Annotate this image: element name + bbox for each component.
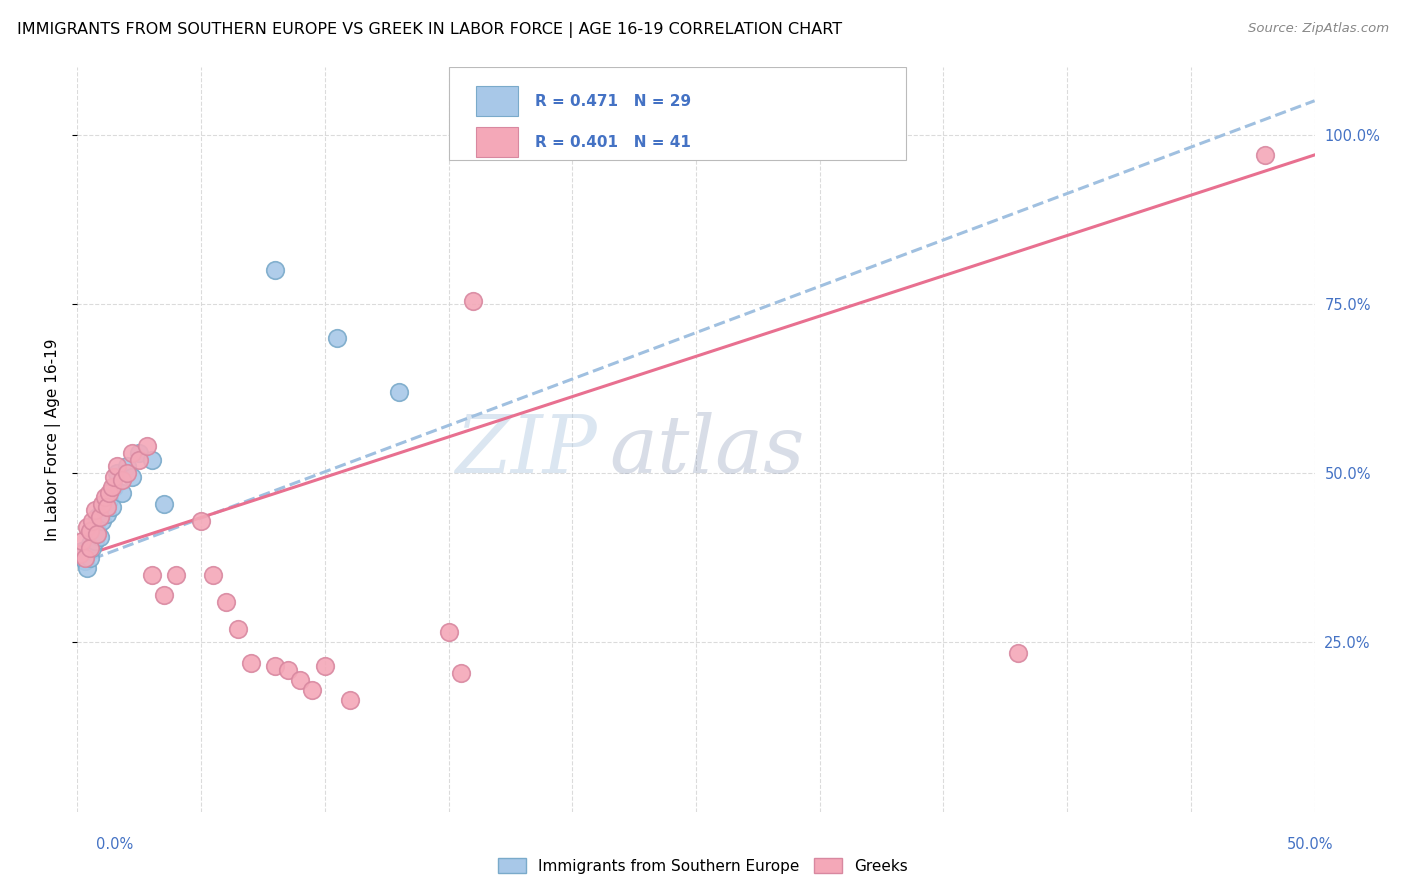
Point — [128, 452, 150, 467]
Point — [264, 659, 287, 673]
Point — [135, 439, 157, 453]
Point — [91, 497, 114, 511]
Point — [93, 497, 115, 511]
Point — [86, 527, 108, 541]
Point — [96, 500, 118, 514]
Point — [98, 486, 121, 500]
Point — [239, 656, 262, 670]
Point — [463, 293, 485, 308]
FancyBboxPatch shape — [475, 87, 517, 116]
Point — [98, 493, 121, 508]
Point — [388, 384, 411, 399]
Text: IMMIGRANTS FROM SOUTHERN EUROPE VS GREEK IN LABOR FORCE | AGE 16-19 CORRELATION : IMMIGRANTS FROM SOUTHERN EUROPE VS GREEK… — [17, 22, 842, 38]
Text: Source: ZipAtlas.com: Source: ZipAtlas.com — [1249, 22, 1389, 36]
Point — [79, 537, 101, 551]
Point — [111, 473, 134, 487]
Point — [153, 588, 176, 602]
Point — [73, 550, 96, 565]
Point — [72, 533, 94, 548]
Point — [339, 693, 361, 707]
Point — [83, 503, 105, 517]
Point — [72, 544, 94, 558]
Y-axis label: In Labor Force | Age 16-19: In Labor Force | Age 16-19 — [45, 338, 62, 541]
Point — [111, 486, 134, 500]
Point — [82, 541, 104, 555]
Point — [91, 503, 114, 517]
Point — [190, 514, 212, 528]
Point — [226, 622, 249, 636]
Point — [83, 533, 105, 548]
Point — [128, 446, 150, 460]
Point — [264, 263, 287, 277]
Text: 0.0%: 0.0% — [96, 837, 132, 852]
Point — [76, 561, 98, 575]
Point — [86, 524, 108, 538]
Point — [103, 469, 125, 483]
Point — [105, 459, 128, 474]
Point — [96, 507, 118, 521]
Point — [314, 659, 336, 673]
Point — [69, 548, 91, 562]
Point — [202, 567, 225, 582]
Point — [79, 541, 101, 555]
Point — [1254, 148, 1277, 162]
Text: R = 0.471   N = 29: R = 0.471 N = 29 — [536, 94, 692, 109]
FancyBboxPatch shape — [449, 67, 907, 160]
Point — [89, 531, 111, 545]
Text: atlas: atlas — [609, 412, 804, 489]
Point — [93, 490, 115, 504]
Point — [86, 510, 108, 524]
Point — [79, 550, 101, 565]
Point — [165, 567, 187, 582]
Point — [437, 625, 460, 640]
Point — [83, 520, 105, 534]
Point — [115, 459, 138, 474]
Point — [326, 331, 349, 345]
Text: R = 0.401   N = 41: R = 0.401 N = 41 — [536, 135, 690, 150]
Point — [121, 446, 143, 460]
Point — [121, 469, 143, 483]
Point — [82, 524, 104, 538]
Point — [103, 480, 125, 494]
Point — [89, 510, 111, 524]
Point — [73, 554, 96, 568]
Point — [91, 514, 114, 528]
Point — [141, 567, 163, 582]
Point — [105, 466, 128, 480]
Text: ZIP: ZIP — [456, 412, 598, 489]
Point — [141, 452, 163, 467]
Point — [115, 466, 138, 480]
Point — [301, 682, 323, 697]
Point — [82, 514, 104, 528]
Legend: Immigrants from Southern Europe, Greeks: Immigrants from Southern Europe, Greeks — [492, 852, 914, 880]
Point — [1007, 646, 1029, 660]
Point — [277, 663, 299, 677]
Text: 50.0%: 50.0% — [1286, 837, 1333, 852]
Point — [101, 500, 124, 514]
Point — [153, 497, 176, 511]
Point — [288, 673, 311, 687]
Point — [79, 524, 101, 538]
Point — [76, 520, 98, 534]
FancyBboxPatch shape — [475, 128, 517, 158]
Point — [215, 595, 238, 609]
Point — [450, 665, 472, 680]
Point — [101, 480, 124, 494]
